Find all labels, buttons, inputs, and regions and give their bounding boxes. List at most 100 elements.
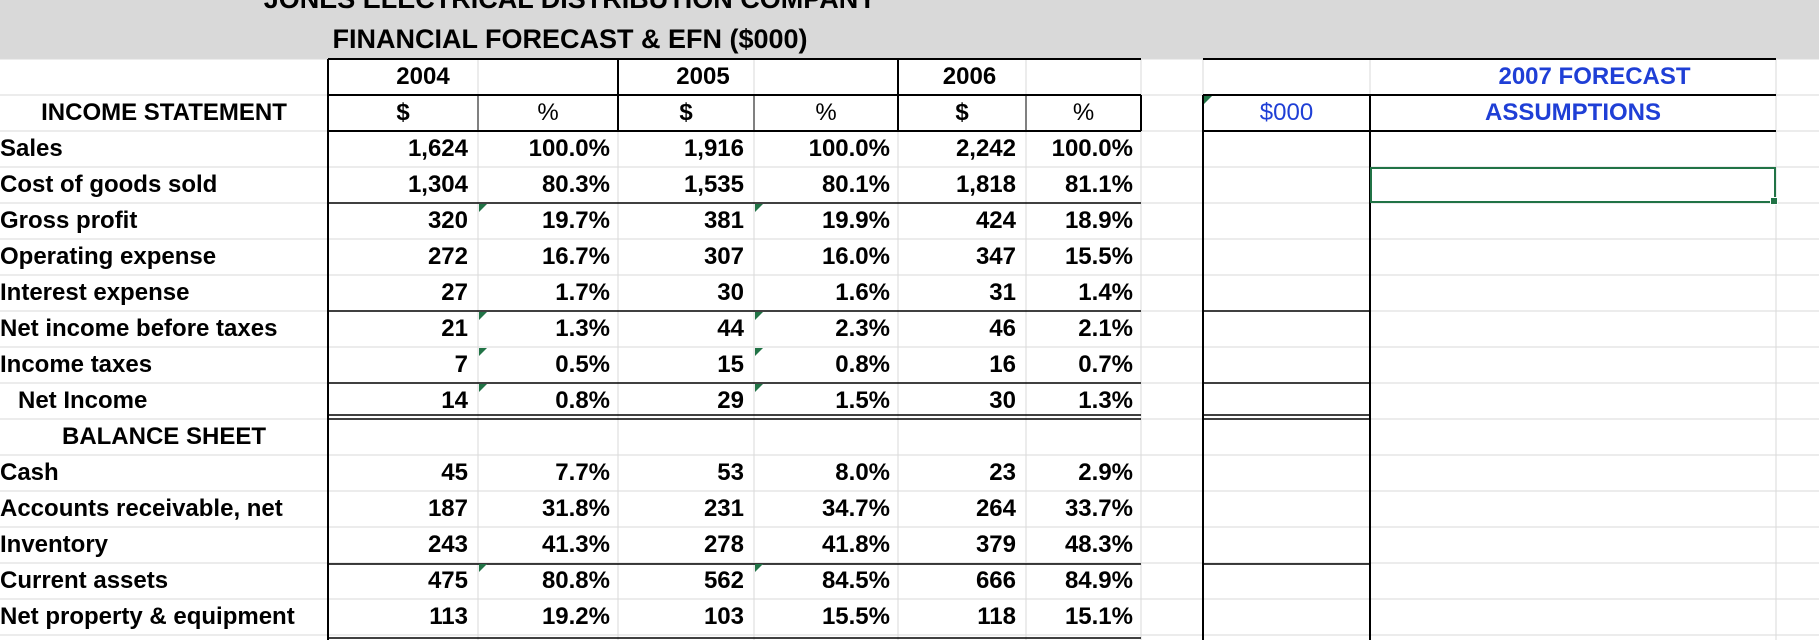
percent-2004[interactable]: 7.7% — [555, 459, 610, 486]
percent-2005[interactable]: 15.5% — [821, 603, 890, 630]
value-2004[interactable]: 320 — [427, 207, 468, 234]
row-label[interactable]: Net Income — [18, 387, 148, 414]
value-2005[interactable]: 381 — [703, 207, 744, 234]
percent-2006[interactable]: 2.9% — [1078, 459, 1133, 486]
row-label[interactable]: Accounts receivable, net — [0, 495, 283, 522]
unit-dollar-2004[interactable]: $ — [396, 99, 410, 126]
percent-2005[interactable]: 16.0% — [821, 243, 890, 270]
unit-dollar-2006[interactable]: $ — [955, 99, 969, 126]
percent-2006[interactable]: 15.5% — [1064, 243, 1133, 270]
percent-2006[interactable]: 1.4% — [1078, 279, 1133, 306]
value-2004[interactable]: 1,304 — [407, 171, 468, 198]
value-2005[interactable]: 53 — [717, 459, 744, 486]
year-header-2005[interactable]: 2005 — [676, 63, 730, 90]
percent-2004[interactable]: 16.7% — [541, 243, 610, 270]
row-label[interactable]: Net income before taxes — [0, 315, 278, 342]
value-2004[interactable]: 1,624 — [407, 135, 468, 162]
value-2004[interactable]: 27 — [441, 279, 468, 306]
unit-percent-2005[interactable]: % — [815, 99, 837, 126]
percent-2006[interactable]: 2.1% — [1078, 315, 1133, 342]
value-2006[interactable]: 1,818 — [955, 171, 1016, 198]
percent-2004[interactable]: 80.3% — [541, 171, 610, 198]
value-2004[interactable]: 475 — [427, 567, 468, 594]
percent-2006[interactable]: 100.0% — [1051, 135, 1133, 162]
income-statement-header[interactable]: INCOME STATEMENT — [41, 99, 287, 126]
value-2004[interactable]: 45 — [441, 459, 468, 486]
unit-percent-2006[interactable]: % — [1072, 99, 1095, 126]
value-2006[interactable]: 46 — [989, 315, 1016, 342]
value-2005[interactable]: 30 — [717, 279, 744, 306]
percent-2005[interactable]: 0.8% — [835, 351, 890, 378]
value-2004[interactable]: 113 — [429, 603, 468, 630]
forecast-unit-label[interactable]: $000 — [1259, 99, 1314, 126]
percent-2006[interactable]: 81.1% — [1064, 171, 1133, 198]
value-2005[interactable]: 1,916 — [683, 135, 744, 162]
row-label[interactable]: Cash — [0, 459, 59, 486]
percent-2005[interactable]: 1.6% — [835, 279, 890, 306]
value-2005[interactable]: 562 — [703, 567, 744, 594]
percent-2005[interactable]: 8.0% — [835, 459, 890, 486]
value-2004[interactable]: 272 — [427, 243, 468, 270]
percent-2006[interactable]: 18.9% — [1064, 207, 1133, 234]
year-header-2006[interactable]: 2006 — [942, 63, 997, 90]
percent-2004[interactable]: 19.7% — [541, 207, 610, 234]
percent-2005[interactable]: 100.0% — [808, 135, 890, 162]
percent-2005[interactable]: 84.5% — [821, 567, 890, 594]
row-label[interactable]: Gross profit — [0, 207, 138, 234]
percent-2004[interactable]: 41.3% — [541, 531, 610, 558]
fill-handle[interactable] — [1770, 197, 1778, 205]
value-2005[interactable]: 44 — [717, 315, 744, 342]
percent-2004[interactable]: 1.7% — [555, 279, 610, 306]
value-2006[interactable]: 16 — [989, 351, 1016, 378]
active-cell-selection[interactable] — [1370, 167, 1778, 205]
value-2005[interactable]: 29 — [717, 387, 744, 414]
value-2006[interactable]: 264 — [975, 495, 1016, 522]
percent-2006[interactable]: 48.3% — [1064, 531, 1133, 558]
percent-2006[interactable]: 1.3% — [1078, 387, 1133, 414]
percent-2005[interactable]: 41.8% — [821, 531, 890, 558]
value-2004[interactable]: 243 — [427, 531, 468, 558]
percent-2004[interactable]: 1.3% — [555, 315, 610, 342]
row-label[interactable]: Current assets — [0, 567, 169, 594]
value-2006[interactable]: 424 — [975, 207, 1016, 234]
row-label[interactable]: Income taxes — [0, 351, 153, 378]
value-2006[interactable]: 30 — [989, 387, 1016, 414]
row-label[interactable]: Cost of goods sold — [0, 171, 218, 198]
forecast-year-header[interactable]: 2007 FORECAST — [1498, 63, 1691, 90]
percent-2004[interactable]: 31.8% — [541, 495, 610, 522]
value-2004[interactable]: 187 — [427, 495, 468, 522]
percent-2005[interactable]: 34.7% — [821, 495, 890, 522]
percent-2006[interactable]: 15.1% — [1064, 603, 1133, 630]
value-2006[interactable]: 666 — [975, 567, 1016, 594]
year-header-2004[interactable]: 2004 — [396, 63, 450, 90]
percent-2004[interactable]: 19.2% — [541, 603, 610, 630]
value-2006[interactable]: 2,242 — [955, 135, 1016, 162]
percent-2006[interactable]: 84.9% — [1064, 567, 1133, 594]
unit-dollar-2005[interactable]: $ — [679, 99, 693, 126]
value-2005[interactable]: 103 — [703, 603, 744, 630]
row-label[interactable]: Inventory — [0, 531, 109, 558]
value-2005[interactable]: 231 — [703, 495, 744, 522]
percent-2005[interactable]: 19.9% — [821, 207, 890, 234]
value-2004[interactable]: 21 — [441, 315, 468, 342]
percent-2005[interactable]: 2.3% — [835, 315, 890, 342]
percent-2004[interactable]: 0.5% — [555, 351, 610, 378]
value-2005[interactable]: 15 — [717, 351, 744, 378]
value-2005[interactable]: 278 — [703, 531, 744, 558]
percent-2005[interactable]: 80.1% — [821, 171, 890, 198]
row-label[interactable]: Interest expense — [0, 279, 190, 306]
value-2006[interactable]: 347 — [975, 243, 1016, 270]
value-2005[interactable]: 307 — [703, 243, 744, 270]
percent-2004[interactable]: 80.8% — [541, 567, 610, 594]
percent-2004[interactable]: 0.8% — [555, 387, 610, 414]
percent-2005[interactable]: 1.5% — [835, 387, 890, 414]
unit-percent-2004[interactable]: % — [537, 99, 559, 126]
value-2005[interactable]: 1,535 — [683, 171, 744, 198]
percent-2006[interactable]: 0.7% — [1078, 351, 1133, 378]
value-2004[interactable]: 7 — [454, 351, 468, 378]
percent-2006[interactable]: 33.7% — [1064, 495, 1133, 522]
balance-sheet-header[interactable]: BALANCE SHEET — [61, 423, 266, 450]
row-label[interactable]: Operating expense — [0, 243, 217, 270]
percent-2004[interactable]: 100.0% — [528, 135, 610, 162]
value-2006[interactable]: 31 — [989, 279, 1016, 306]
